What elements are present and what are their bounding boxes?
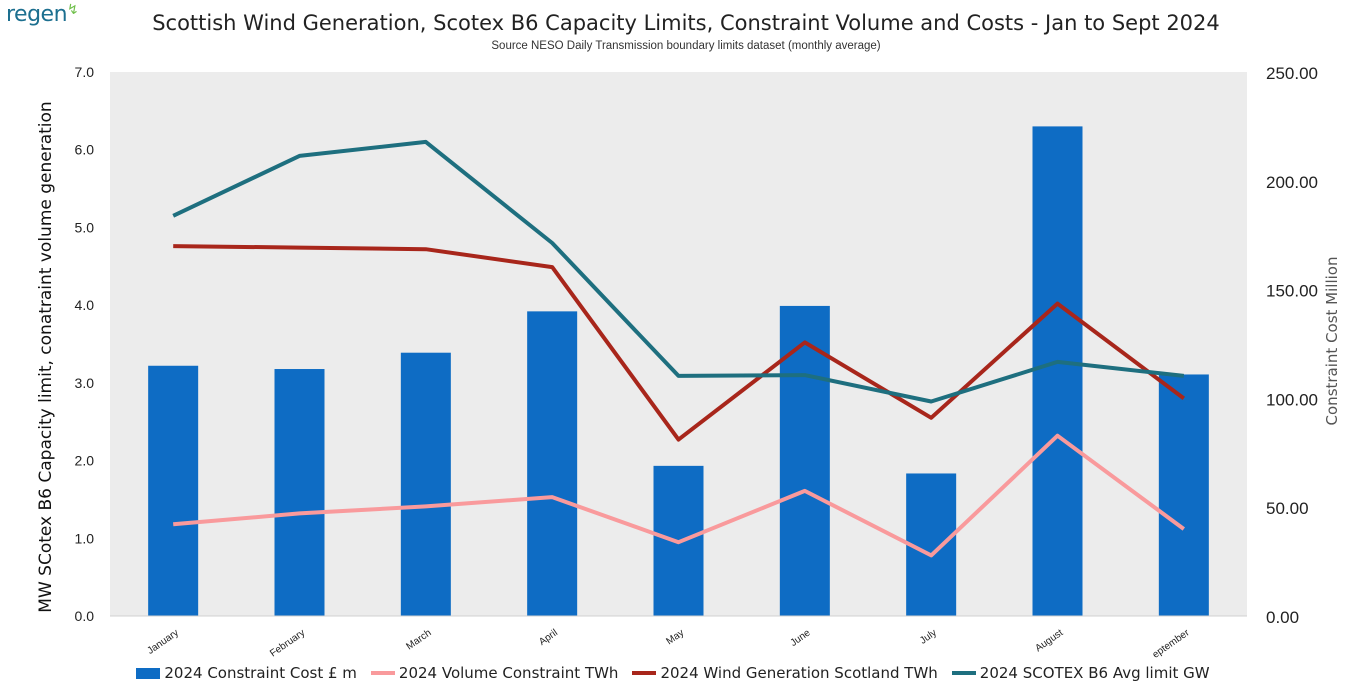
x-tick-label: January (145, 627, 180, 656)
legend-label-cost: 2024 Constraint Cost £ m (164, 664, 357, 682)
bar-eptember (1158, 374, 1209, 616)
legend-swatch-volume (370, 671, 395, 675)
x-tick-label: June (788, 627, 812, 649)
bar-august (1032, 126, 1083, 617)
x-tick-label: July (918, 627, 939, 646)
legend-item-cost: 2024 Constraint Cost £ m (136, 664, 357, 682)
y-tick-label: 7.0 (75, 64, 95, 80)
y2-tick-label: 200.00 (1266, 173, 1318, 192)
logo-swirl-icon: ↯ (67, 2, 79, 18)
chart-title: Scottish Wind Generation, Scotex B6 Capa… (152, 11, 1220, 35)
y-tick-label: 1.0 (75, 530, 95, 546)
legend-item-volume: 2024 Volume Constraint TWh (370, 664, 619, 682)
legend-swatch-scotex (951, 671, 976, 675)
chart-subtitle: Source NESO Daily Transmission boundary … (491, 40, 881, 52)
y-tick-label: 2.0 (75, 453, 95, 469)
x-tick-label: August (1033, 627, 1065, 654)
y-tick-label: 6.0 (75, 142, 95, 158)
logo-text: regen (6, 2, 68, 27)
legend-label-scotex: 2024 SCOTEX B6 Avg limit GW (979, 664, 1210, 682)
y2-tick-label: 150.00 (1266, 282, 1318, 301)
x-tick-label: March (404, 627, 433, 652)
y2-tick-label: 0.00 (1266, 608, 1299, 627)
line-series-0 (173, 433, 1185, 558)
y-tick-label: 3.0 (75, 375, 95, 391)
legend-item-wind: 2024 Wind Generation Scotland TWh (632, 664, 938, 682)
bar-february (274, 369, 325, 616)
x-tick-label: eptember (1151, 627, 1192, 660)
legend-label-volume: 2024 Volume Constraint TWh (398, 664, 619, 682)
legend-swatch-wind (632, 671, 657, 675)
bar-march (400, 352, 451, 616)
legend-item-scotex: 2024 SCOTEX B6 Avg limit GW (951, 664, 1210, 682)
y-axis-label: MW SCotex B6 Capacity limit, conatraint … (36, 101, 56, 612)
x-tick-label: February (268, 627, 307, 659)
y2-axis-label: Constraint Cost Million (1323, 257, 1341, 426)
y-tick-label: 5.0 (75, 219, 95, 235)
legend-swatch-cost (136, 667, 161, 679)
bar-april (527, 311, 578, 616)
line-series-2 (172, 139, 1185, 404)
y-tick-label: 4.0 (75, 297, 95, 313)
line-series-1 (173, 244, 1186, 442)
bar-january (148, 365, 199, 616)
x-tick-label: April (537, 627, 560, 647)
y2-tick-label: 250.00 (1266, 64, 1318, 83)
x-tick-label: May (664, 627, 686, 647)
regen-logo: regen↯ (6, 2, 79, 27)
y2-tick-label: 50.00 (1266, 499, 1309, 518)
legend-label-wind: 2024 Wind Generation Scotland TWh (660, 664, 938, 682)
y-tick-label: 0.0 (75, 608, 95, 624)
chart-legend: 2024 Constraint Cost £ m 2024 Volume Con… (0, 664, 1346, 682)
chart-area: 0.0 1.0 2.0 3.0 4.0 5.0 6.0 7.0 0.00 50.00 100.00… (36, 64, 1341, 660)
y2-tick-label: 100.00 (1266, 390, 1318, 409)
